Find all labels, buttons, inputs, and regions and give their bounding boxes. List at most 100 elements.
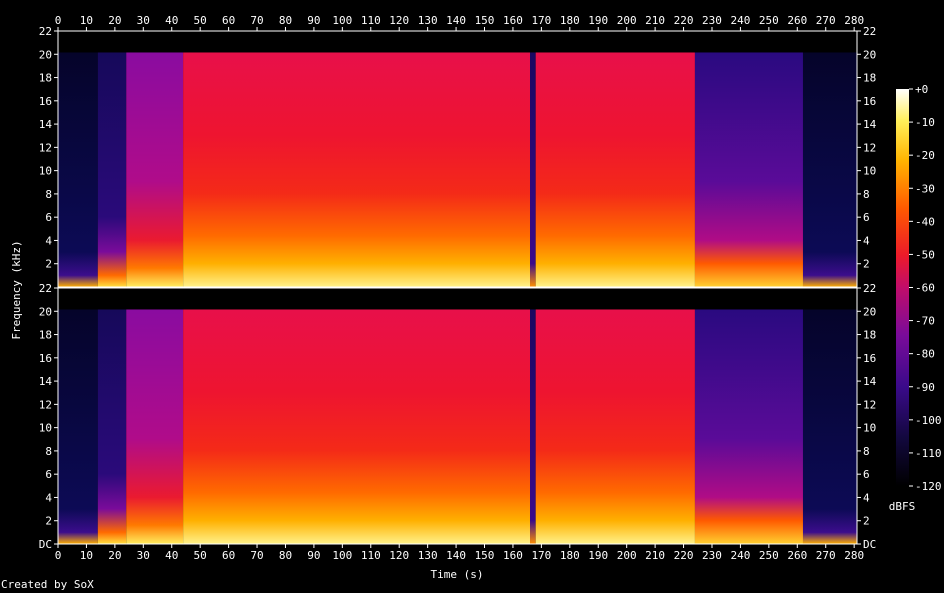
colorbar-tick-label: -40 bbox=[915, 215, 935, 228]
x-tick-label-bottom: 40 bbox=[165, 549, 178, 562]
x-tick-label-top: 200 bbox=[617, 14, 637, 27]
y-tick-label-left: 18 bbox=[39, 72, 52, 85]
y-tick-label-right: 14 bbox=[863, 118, 877, 131]
y-tick-label-right: 20 bbox=[863, 48, 876, 61]
x-tick-label-top: 90 bbox=[307, 14, 320, 27]
colorbar-tick-label: +0 bbox=[915, 83, 928, 96]
x-tick-label-bottom: 180 bbox=[560, 549, 580, 562]
x-tick-label-top: 140 bbox=[446, 14, 466, 27]
y-tick-label-left: 4 bbox=[45, 234, 52, 247]
segment-loud bbox=[183, 52, 531, 288]
x-tick-label-bottom: 90 bbox=[307, 549, 320, 562]
channel-1-frame bbox=[57, 30, 858, 288]
x-tick-label-bottom: 260 bbox=[787, 549, 807, 562]
y-tick-label-right: 2 bbox=[863, 258, 870, 271]
x-tick-label-top: 250 bbox=[759, 14, 779, 27]
y-tick-label-left: 6 bbox=[45, 468, 52, 481]
x-tick-label-top: 10 bbox=[80, 14, 93, 27]
segment-quiet bbox=[58, 309, 98, 544]
segment-medium bbox=[126, 309, 184, 544]
y-tick-label-right: 20 bbox=[863, 305, 876, 318]
y-tick-label-right: 18 bbox=[863, 329, 876, 342]
segment-fade-in bbox=[97, 309, 127, 544]
x-tick-label-bottom: 190 bbox=[588, 549, 608, 562]
x-tick-label-top: 80 bbox=[279, 14, 292, 27]
y-tick-label-right: 12 bbox=[863, 398, 876, 411]
segment-quiet bbox=[802, 309, 857, 544]
y-tick-label-left: 18 bbox=[39, 329, 52, 342]
segment-fade-out bbox=[694, 309, 803, 544]
x-tick-label-bottom: 250 bbox=[759, 549, 779, 562]
y-tick-label-right: 14 bbox=[863, 375, 877, 388]
x-tick-label-top: 110 bbox=[361, 14, 381, 27]
x-tick-label-bottom: 0 bbox=[55, 549, 62, 562]
y-tick-label-left: 16 bbox=[39, 352, 52, 365]
y-tick-label-right: 12 bbox=[863, 141, 876, 154]
segment-loud bbox=[535, 309, 695, 544]
x-tick-label-bottom: 210 bbox=[645, 549, 665, 562]
x-tick-label-bottom: 60 bbox=[222, 549, 235, 562]
x-tick-label-bottom: 50 bbox=[194, 549, 207, 562]
colorbar: +0 -10 -20 -30 -40 -50 -60 -70 -80 -90 -100 -110 -12… bbox=[889, 83, 942, 513]
x-tick-label-top: 50 bbox=[194, 14, 207, 27]
colorbar-tick-label: -70 bbox=[915, 315, 935, 328]
x-tick-label-top: 30 bbox=[137, 14, 150, 27]
x-tick-label-top: 220 bbox=[674, 14, 694, 27]
y-tick-label-left: 14 bbox=[39, 375, 53, 388]
x-tick-label-top: 210 bbox=[645, 14, 665, 27]
x-tick-label-bottom: 170 bbox=[531, 549, 551, 562]
x-tick-label-top: 190 bbox=[588, 14, 608, 27]
x-tick-label-top: 240 bbox=[730, 14, 750, 27]
x-tick-label-top: 100 bbox=[332, 14, 352, 27]
segment-quiet bbox=[58, 52, 98, 288]
y-tick-label-right: 8 bbox=[863, 188, 870, 201]
y-tick-label-left: 2 bbox=[45, 258, 52, 271]
y-tick-label-right: 6 bbox=[863, 211, 870, 224]
y-tick-label-right: 16 bbox=[863, 352, 876, 365]
x-tick-label-top: 150 bbox=[475, 14, 495, 27]
y-tick-label-left: 8 bbox=[45, 445, 52, 458]
x-tick-label-top: 120 bbox=[389, 14, 409, 27]
colorbar-gradient bbox=[896, 89, 909, 486]
x-tick-label-bottom: 150 bbox=[475, 549, 495, 562]
x-axis-label: Time (s) bbox=[431, 568, 484, 581]
y-tick-label-right: 6 bbox=[863, 468, 870, 481]
x-tick-label-top: 20 bbox=[108, 14, 121, 27]
colorbar-tick-label: -10 bbox=[915, 116, 935, 129]
credit-text: Created by SoX bbox=[1, 578, 94, 591]
y-tick-label-left: 8 bbox=[45, 188, 52, 201]
y-tick-label-left: 22 bbox=[39, 25, 52, 38]
y-tick-label-left: 2 bbox=[45, 515, 52, 528]
x-tick-label-bottom: 110 bbox=[361, 549, 381, 562]
segment-quiet bbox=[802, 52, 857, 288]
colorbar-tick-label: -90 bbox=[915, 381, 935, 394]
channel-1-spectrogram bbox=[58, 31, 857, 288]
y-tick-label-left: 10 bbox=[39, 422, 52, 435]
x-tick-label-bottom: 240 bbox=[730, 549, 750, 562]
x-tick-label-top: 170 bbox=[531, 14, 551, 27]
x-tick-label-top: 230 bbox=[702, 14, 722, 27]
x-tick-label-top: 130 bbox=[418, 14, 438, 27]
x-tick-label-bottom: 160 bbox=[503, 549, 523, 562]
x-tick-label-top: 280 bbox=[844, 14, 864, 27]
segment-loud bbox=[183, 309, 531, 544]
segment-fade-out bbox=[694, 52, 803, 288]
colorbar-label: dBFS bbox=[889, 500, 916, 513]
x-tick-label-bottom: 20 bbox=[108, 549, 121, 562]
y-tick-label-left: DC bbox=[39, 538, 52, 551]
colorbar-tick-label: -60 bbox=[915, 282, 935, 295]
y-tick-label-right: 4 bbox=[863, 491, 870, 504]
y-tick-label-left: 22 bbox=[39, 282, 52, 295]
segment-gap bbox=[530, 52, 536, 288]
y-tick-label-right: 2 bbox=[863, 515, 870, 528]
x-tick-label-bottom: 140 bbox=[446, 549, 466, 562]
x-tick-label-top: 180 bbox=[560, 14, 580, 27]
x-tick-label-top: 60 bbox=[222, 14, 235, 27]
y-tick-label-right: 4 bbox=[863, 234, 870, 247]
y-tick-label-left: 4 bbox=[45, 491, 52, 504]
x-tick-label-bottom: 70 bbox=[250, 549, 263, 562]
colorbar-tick-label: -120 bbox=[915, 480, 942, 493]
segment-medium bbox=[126, 52, 184, 288]
x-tick-label-bottom: 280 bbox=[844, 549, 864, 562]
